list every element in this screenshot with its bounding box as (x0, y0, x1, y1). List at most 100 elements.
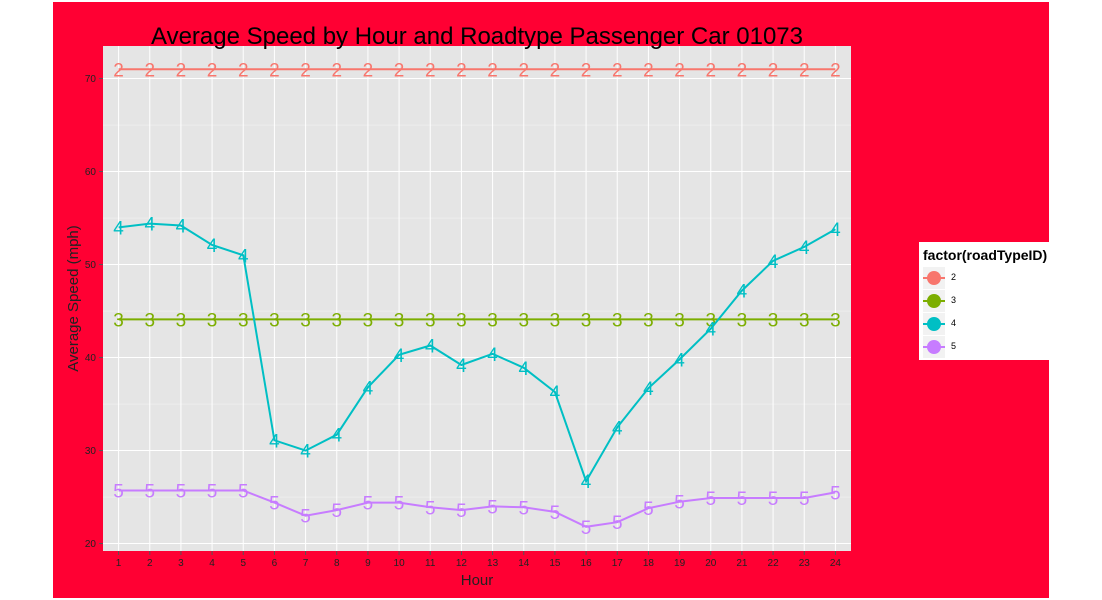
legend-key (923, 290, 945, 312)
data-point-3: 3 (394, 310, 405, 331)
data-point-4: 4 (456, 356, 467, 377)
legend: factor(roadTypeID) 2 3 4 5 (919, 242, 1070, 360)
x-tick-label: 10 (394, 558, 406, 569)
plot-panel (103, 46, 851, 551)
data-point-3: 3 (518, 310, 529, 331)
legend-label: 3 (951, 295, 957, 305)
data-point-5: 5 (331, 501, 342, 522)
data-point-4: 4 (144, 215, 155, 236)
data-point-3: 3 (331, 310, 342, 331)
data-point-4: 4 (643, 379, 654, 400)
x-tick-label: 15 (549, 558, 561, 569)
data-point-3: 3 (737, 310, 748, 331)
data-point-2: 2 (674, 60, 685, 81)
legend-label: 2 (951, 272, 957, 282)
data-point-3: 3 (581, 310, 592, 331)
x-axis-title: Hour (461, 572, 494, 589)
data-point-3: 3 (768, 310, 779, 331)
x-tick-label: 16 (581, 558, 593, 569)
data-point-4: 4 (331, 426, 342, 447)
data-point-2: 2 (363, 60, 374, 81)
data-point-5: 5 (674, 493, 685, 514)
legend-item-3: 3 (923, 290, 1063, 312)
data-point-2: 2 (768, 60, 779, 81)
data-point-5: 5 (705, 489, 716, 510)
line-chart: 2 2 2 2 2 2 2 2 2 2 2 2 2 2 2 2 2 2 2 2 2 2 2 23 3 3 3 3 3 3 3 3 3 3 3 3 3 3 3… (65, 23, 851, 589)
x-tick-label: 11 (425, 558, 436, 569)
data-point-2: 2 (705, 60, 716, 81)
data-point-3: 3 (643, 310, 654, 331)
data-point-4: 4 (705, 320, 716, 341)
data-point-3: 3 (550, 310, 561, 331)
data-point-4: 4 (425, 336, 436, 357)
data-point-4: 4 (581, 472, 592, 493)
data-point-4: 4 (113, 218, 124, 239)
data-point-3: 3 (456, 310, 467, 331)
data-point-2: 2 (518, 60, 529, 81)
data-point-5: 5 (363, 494, 374, 515)
data-point-5: 5 (113, 482, 124, 503)
data-point-2: 2 (643, 60, 654, 81)
data-point-2: 2 (269, 60, 280, 81)
data-point-4: 4 (737, 282, 748, 303)
x-tick-label: 7 (303, 558, 309, 569)
data-point-2: 2 (581, 60, 592, 81)
data-point-5: 5 (144, 482, 155, 503)
data-point-4: 4 (207, 236, 218, 257)
legend-label: 5 (951, 341, 957, 351)
data-point-3: 3 (269, 310, 280, 331)
data-point-4: 4 (612, 418, 623, 439)
y-tick-label: 40 (85, 353, 97, 364)
data-point-4: 4 (238, 246, 249, 267)
data-point-4: 4 (300, 442, 311, 463)
x-tick-label: 22 (768, 558, 780, 569)
legend-item-5: 5 (923, 336, 1063, 358)
data-point-5: 5 (550, 503, 561, 524)
data-point-5: 5 (799, 489, 810, 510)
data-point-3: 3 (705, 310, 716, 331)
data-point-2: 2 (456, 60, 467, 81)
x-tick-label: 6 (272, 558, 278, 569)
x-tick-label: 4 (209, 558, 215, 569)
data-point-2: 2 (331, 60, 342, 81)
data-point-3: 3 (300, 310, 311, 331)
legend-key (923, 313, 945, 335)
data-point-5: 5 (269, 494, 280, 515)
data-point-5: 5 (518, 498, 529, 519)
data-point-5: 5 (425, 498, 436, 519)
x-tick-label: 13 (487, 558, 499, 569)
data-point-2: 2 (113, 60, 124, 81)
y-tick-label: 50 (85, 260, 97, 271)
data-point-4: 4 (487, 345, 498, 366)
data-point-2: 2 (737, 60, 748, 81)
data-point-4: 4 (176, 216, 187, 237)
data-point-3: 3 (799, 310, 810, 331)
data-point-3: 3 (674, 310, 685, 331)
data-point-4: 4 (768, 252, 779, 273)
data-point-5: 5 (581, 518, 592, 539)
data-point-3: 3 (176, 310, 187, 331)
x-tick-label: 21 (736, 558, 748, 569)
legend-item-4: 4 (923, 313, 1063, 335)
data-point-3: 3 (113, 310, 124, 331)
x-tick-label: 12 (456, 558, 468, 569)
legend-key (923, 267, 945, 289)
data-point-3: 3 (144, 310, 155, 331)
data-point-2: 2 (176, 60, 187, 81)
legend-label: 4 (951, 318, 957, 328)
data-point-4: 4 (674, 350, 685, 371)
x-tick-label: 5 (240, 558, 246, 569)
data-point-5: 5 (394, 494, 405, 515)
data-point-4: 4 (830, 220, 841, 241)
data-point-3: 3 (830, 310, 841, 331)
x-tick-label: 23 (799, 558, 811, 569)
data-point-2: 2 (830, 60, 841, 81)
x-tick-label: 8 (334, 558, 340, 569)
data-point-5: 5 (768, 489, 779, 510)
data-point-2: 2 (612, 60, 623, 81)
data-point-3: 3 (425, 310, 436, 331)
data-point-5: 5 (300, 507, 311, 528)
legend-title: factor(roadTypeID) (923, 247, 1048, 263)
data-point-2: 2 (550, 60, 561, 81)
data-point-4: 4 (269, 431, 280, 452)
